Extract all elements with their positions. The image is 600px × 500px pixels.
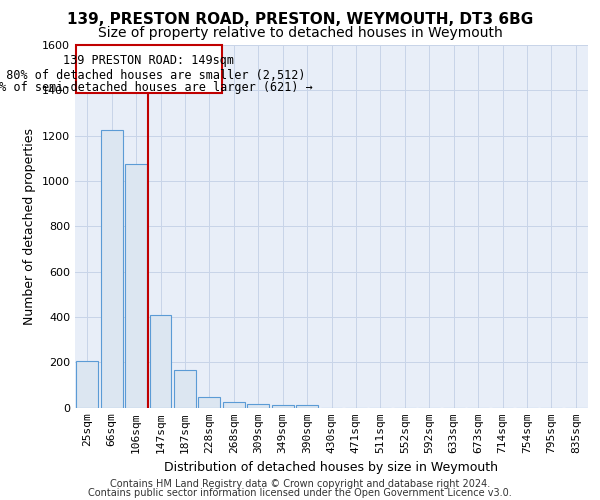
Bar [101,130,122,407]
Text: 20% of semi-detached houses are larger (621) →: 20% of semi-detached houses are larger (… [0,80,313,94]
Bar [76,361,98,408]
X-axis label: Distribution of detached houses by size in Weymouth: Distribution of detached houses by size … [164,461,499,474]
Text: Size of property relative to detached houses in Weymouth: Size of property relative to detached ho… [98,26,502,40]
Text: Contains HM Land Registry data © Crown copyright and database right 2024.: Contains HM Land Registry data © Crown c… [110,479,490,489]
Bar [199,398,220,407]
Bar [125,164,147,408]
Bar [149,314,172,408]
Text: ← 80% of detached houses are smaller (2,512): ← 80% of detached houses are smaller (2,… [0,69,305,82]
Text: 139, PRESTON ROAD, PRESTON, WEYMOUTH, DT3 6BG: 139, PRESTON ROAD, PRESTON, WEYMOUTH, DT… [67,12,533,28]
Bar [296,405,318,407]
Bar [272,405,293,407]
Text: Contains public sector information licensed under the Open Government Licence v3: Contains public sector information licen… [88,488,512,498]
Bar [223,402,245,407]
Bar [247,404,269,407]
Text: 139 PRESTON ROAD: 149sqm: 139 PRESTON ROAD: 149sqm [64,54,235,66]
Bar [174,370,196,408]
FancyBboxPatch shape [76,45,221,92]
Y-axis label: Number of detached properties: Number of detached properties [23,128,37,325]
